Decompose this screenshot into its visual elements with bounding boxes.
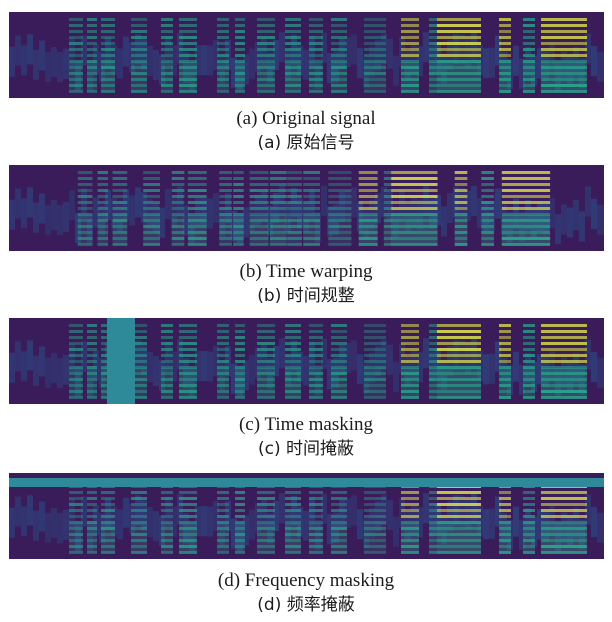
caption-d-en: (d) Frequency masking xyxy=(217,570,395,591)
caption-b-cn: (b) 时间规整 xyxy=(257,286,355,306)
spectrogram-original xyxy=(9,12,604,98)
spectrogram-original-svg xyxy=(9,12,604,98)
caption-b-en: (b) Time warping xyxy=(239,261,373,282)
spectrogram-freq-masked xyxy=(9,473,604,559)
spectrogram-time-warped xyxy=(9,165,604,251)
caption-c-cn: (c) 时间掩蔽 xyxy=(257,439,354,459)
caption-a-en: (a) Original signal xyxy=(236,108,376,129)
spectrogram-time-warped-svg xyxy=(9,165,604,251)
spectrogram-time-masked-svg xyxy=(9,318,604,404)
spectrogram-time-masked xyxy=(9,318,604,404)
caption-d-cn: (d) 频率掩蔽 xyxy=(257,595,355,615)
spectrogram-freq-masked-svg xyxy=(9,473,604,559)
caption-c-en: (c) Time masking xyxy=(238,414,374,435)
caption-a-cn: (a) 原始信号 xyxy=(257,133,355,153)
